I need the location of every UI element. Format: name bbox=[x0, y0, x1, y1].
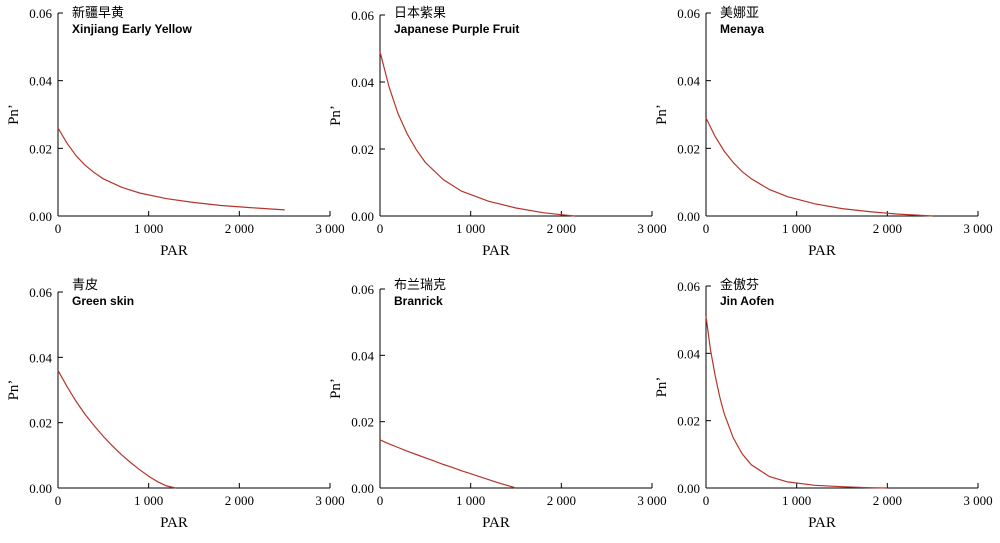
y-tick-label: 0.00 bbox=[351, 209, 374, 224]
chart-svg: 0.00 0.02 0.04 0.06 0 1 000 2 000 3 000 PAR Pn’ 日本… bbox=[328, 6, 667, 259]
panel-title-cn: 美娜亚 bbox=[720, 6, 759, 21]
panel-title-cn: 金傲芬 bbox=[720, 277, 759, 293]
panel-title-cn: 青皮 bbox=[72, 278, 98, 293]
y-tick-label: 0.04 bbox=[677, 346, 700, 361]
x-tick-label: 0 bbox=[703, 493, 710, 508]
x-axis-title: PAR bbox=[160, 243, 188, 259]
y-tick-label: 0.00 bbox=[351, 481, 374, 496]
y-tick-label: 0.04 bbox=[677, 74, 700, 89]
x-tick-label: 2 000 bbox=[547, 221, 576, 236]
x-tick-label: 3 000 bbox=[637, 493, 666, 508]
x-axis-title: PAR bbox=[808, 243, 836, 259]
panel-title-en: Xinjiang Early Yellow bbox=[72, 22, 192, 36]
x-tick-label: 1 000 bbox=[782, 221, 811, 236]
y-tick-label: 0.02 bbox=[677, 141, 700, 156]
y-tick-label: 0.00 bbox=[29, 209, 52, 224]
x-tick-label: 1 000 bbox=[456, 221, 485, 236]
chart-panel: 0.00 0.02 0.04 0.06 0 1 000 2 000 3 000 PAR Pn’ 日本… bbox=[322, 0, 667, 271]
x-tick-label: 1 000 bbox=[456, 493, 485, 508]
panel-title-en: Menaya bbox=[720, 22, 764, 36]
y-tick-label: 0.06 bbox=[351, 282, 374, 297]
chart-panel: 0.00 0.02 0.04 0.06 0 1 000 2 000 3 000 PAR Pn’ 布兰… bbox=[322, 272, 667, 543]
x-tick-label: 0 bbox=[377, 493, 384, 508]
y-tick-label: 0.00 bbox=[677, 481, 700, 496]
y-axis-title: Pn’ bbox=[328, 378, 344, 399]
chart-panel: 0.00 0.02 0.04 0.06 0 1 000 2 000 3 000 PAR Pn’ 青皮… bbox=[0, 272, 345, 543]
y-axis-title: Pn’ bbox=[654, 377, 670, 398]
y-tick-label: 0.02 bbox=[29, 416, 52, 431]
x-tick-label: 3 000 bbox=[315, 221, 344, 236]
chart-svg: 0.00 0.02 0.04 0.06 0 1 000 2 000 3 000 PAR Pn’ 青皮… bbox=[6, 278, 345, 531]
chart-panel: 0.00 0.02 0.04 0.06 0 1 000 2 000 3 000 PAR Pn’ 金傲… bbox=[648, 272, 993, 543]
panel-title-en: Green skin bbox=[72, 294, 134, 308]
y-tick-label: 0.04 bbox=[29, 350, 52, 365]
x-tick-label: 0 bbox=[55, 221, 62, 236]
x-tick-label: 1 000 bbox=[134, 493, 163, 508]
y-tick-label: 0.02 bbox=[29, 141, 52, 156]
y-tick-label: 0.06 bbox=[29, 6, 52, 21]
panel-title-cn: 新疆早黄 bbox=[72, 5, 124, 21]
series-line bbox=[705, 316, 888, 489]
y-tick-label: 0.04 bbox=[351, 75, 374, 90]
x-tick-label: 2 000 bbox=[225, 493, 254, 508]
y-axis-title: Pn’ bbox=[6, 104, 22, 125]
y-tick-label: 0.02 bbox=[351, 142, 374, 157]
chart-svg: 0.00 0.02 0.04 0.06 0 1 000 2 000 3 000 PAR Pn’ 布兰… bbox=[328, 278, 667, 531]
x-tick-label: 2 000 bbox=[225, 221, 254, 236]
x-axis-title: PAR bbox=[482, 515, 510, 531]
x-axis-title: PAR bbox=[808, 515, 836, 531]
y-axis-title: Pn’ bbox=[6, 380, 22, 401]
series-line bbox=[57, 370, 177, 489]
x-tick-label: 3 000 bbox=[637, 221, 666, 236]
y-tick-label: 0.04 bbox=[29, 74, 52, 89]
y-tick-label: 0.04 bbox=[351, 348, 374, 363]
x-tick-label: 1 000 bbox=[134, 221, 163, 236]
panel-title-en: Jin Aofen bbox=[720, 294, 774, 308]
x-tick-label: 2 000 bbox=[547, 493, 576, 508]
series-line bbox=[379, 51, 575, 217]
x-tick-label: 0 bbox=[703, 221, 710, 236]
x-axis-title: PAR bbox=[482, 243, 510, 259]
y-tick-label: 0.06 bbox=[29, 285, 52, 300]
x-tick-label: 3 000 bbox=[963, 221, 992, 236]
y-tick-label: 0.06 bbox=[677, 6, 700, 21]
x-tick-label: 3 000 bbox=[315, 493, 344, 508]
x-tick-label: 1 000 bbox=[782, 493, 811, 508]
series-line bbox=[57, 127, 285, 211]
chart-panel: 0.00 0.02 0.04 0.06 0 1 000 2 000 3 000 PAR Pn’ 新疆… bbox=[0, 0, 345, 271]
y-axis-title: Pn’ bbox=[328, 105, 344, 126]
panel-title-cn: 布兰瑞克 bbox=[394, 278, 446, 293]
y-tick-label: 0.02 bbox=[351, 415, 374, 430]
y-tick-label: 0.00 bbox=[29, 481, 52, 496]
y-tick-label: 0.00 bbox=[677, 209, 700, 224]
series-line bbox=[379, 439, 517, 489]
chart-svg: 0.00 0.02 0.04 0.06 0 1 000 2 000 3 000 PAR Pn’ 美娜… bbox=[654, 6, 993, 259]
chart-panel: 0.00 0.02 0.04 0.06 0 1 000 2 000 3 000 PAR Pn’ 美娜… bbox=[648, 0, 993, 271]
y-tick-label: 0.06 bbox=[351, 8, 374, 23]
y-tick-label: 0.02 bbox=[677, 414, 700, 429]
x-tick-label: 0 bbox=[55, 493, 62, 508]
x-tick-label: 2 000 bbox=[873, 221, 902, 236]
series-line bbox=[705, 117, 933, 217]
panel-title-cn: 日本紫果 bbox=[394, 6, 446, 21]
y-tick-label: 0.06 bbox=[677, 279, 700, 294]
y-axis-title: Pn’ bbox=[654, 104, 670, 125]
chart-svg: 0.00 0.02 0.04 0.06 0 1 000 2 000 3 000 PAR Pn’ 金傲… bbox=[654, 277, 993, 531]
x-tick-label: 0 bbox=[377, 221, 384, 236]
panel-title-en: Japanese Purple Fruit bbox=[394, 22, 519, 36]
x-tick-label: 2 000 bbox=[873, 493, 902, 508]
panel-title-en: Branrick bbox=[394, 294, 443, 308]
chart-svg: 0.00 0.02 0.04 0.06 0 1 000 2 000 3 000 PAR Pn’ 新疆… bbox=[6, 5, 345, 259]
x-axis-title: PAR bbox=[160, 515, 188, 531]
x-tick-label: 3 000 bbox=[963, 493, 992, 508]
